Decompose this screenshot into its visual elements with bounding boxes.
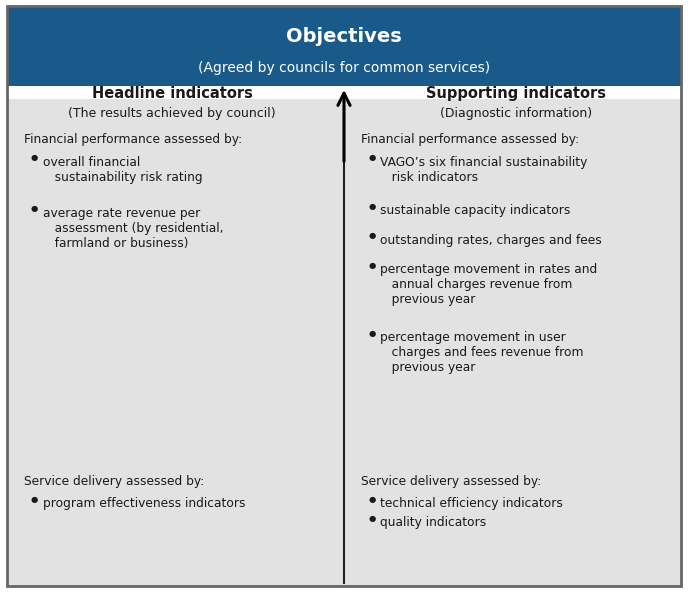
Bar — [7, 86, 681, 99]
Text: (Agreed by councils for common services): (Agreed by councils for common services) — [198, 61, 490, 75]
Text: overall financial
   sustainability risk rating: overall financial sustainability risk ra… — [43, 156, 203, 184]
Text: Objectives: Objectives — [286, 27, 402, 46]
Text: (Diagnostic information): (Diagnostic information) — [440, 107, 592, 120]
Text: ●: ● — [368, 329, 376, 337]
Text: Service delivery assessed by:: Service delivery assessed by: — [24, 475, 204, 488]
Text: outstanding rates, charges and fees: outstanding rates, charges and fees — [380, 234, 602, 247]
Bar — [7, 6, 681, 86]
Text: technical efficiency indicators: technical efficiency indicators — [380, 497, 563, 510]
Text: sustainable capacity indicators: sustainable capacity indicators — [380, 204, 571, 217]
Bar — [7, 99, 681, 586]
Text: ●: ● — [368, 231, 376, 240]
Text: Financial performance assessed by:: Financial performance assessed by: — [361, 133, 579, 146]
Text: quality indicators: quality indicators — [380, 516, 486, 529]
Text: ●: ● — [31, 204, 39, 213]
Text: ●: ● — [31, 153, 39, 162]
Text: ●: ● — [368, 261, 376, 270]
Text: ●: ● — [31, 495, 39, 504]
Text: average rate revenue per
   assessment (by residential,
   farmland or business): average rate revenue per assessment (by … — [43, 207, 224, 250]
Text: program effectiveness indicators: program effectiveness indicators — [43, 497, 246, 510]
Text: Supporting indicators: Supporting indicators — [426, 86, 606, 101]
Text: Financial performance assessed by:: Financial performance assessed by: — [24, 133, 242, 146]
Text: ●: ● — [368, 153, 376, 162]
Text: VAGO’s six financial sustainability
   risk indicators: VAGO’s six financial sustainability risk… — [380, 156, 588, 184]
Text: (The results achieved by council): (The results achieved by council) — [68, 107, 276, 120]
Text: Service delivery assessed by:: Service delivery assessed by: — [361, 475, 541, 488]
Text: ●: ● — [368, 514, 376, 523]
Text: ●: ● — [368, 202, 376, 211]
Text: ●: ● — [368, 495, 376, 504]
Text: percentage movement in user
   charges and fees revenue from
   previous year: percentage movement in user charges and … — [380, 331, 584, 374]
Text: percentage movement in rates and
   annual charges revenue from
   previous year: percentage movement in rates and annual … — [380, 263, 598, 307]
Text: Headline indicators: Headline indicators — [92, 86, 252, 101]
